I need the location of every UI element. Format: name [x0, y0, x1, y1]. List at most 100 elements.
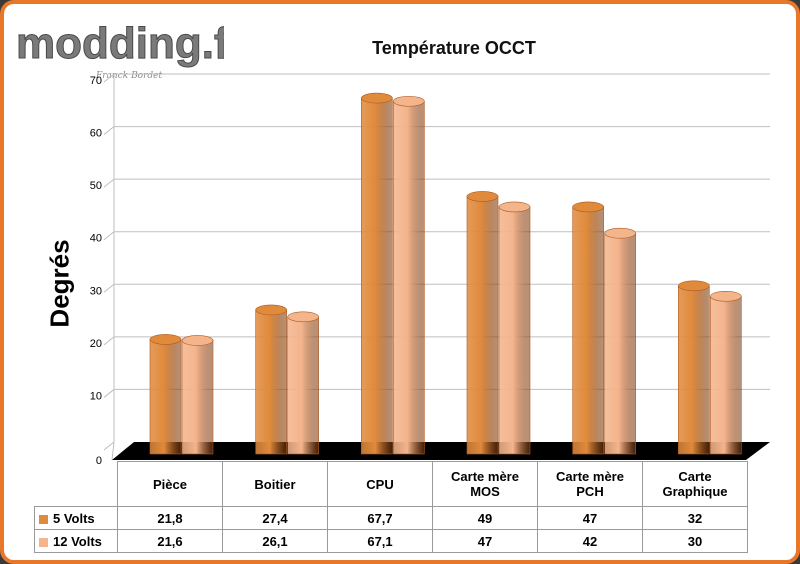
legend-swatch	[39, 537, 48, 547]
category-label: Carte mère	[556, 469, 624, 484]
bar-body	[678, 285, 710, 455]
category-label: Graphique	[662, 484, 728, 499]
bar-cap	[572, 201, 604, 213]
gridline-side	[103, 389, 115, 398]
value-cell: 30	[642, 529, 748, 553]
bar-body	[710, 295, 742, 455]
bar-cap	[678, 280, 710, 292]
legend-swatch	[39, 514, 48, 524]
gridline-side	[103, 126, 115, 135]
gridline-side	[103, 441, 115, 451]
side-wall-edge	[111, 441, 115, 461]
y-tick-label: 50	[90, 180, 102, 192]
gridline-side	[103, 283, 115, 293]
value-cell: 67,7	[327, 506, 433, 530]
bar-cap	[287, 311, 319, 323]
legend-label: 12 Volts	[53, 533, 102, 549]
bar-s1	[466, 191, 499, 455]
y-tick-label: 70	[90, 75, 102, 87]
corner-cell	[35, 462, 118, 507]
bar-body	[361, 97, 393, 455]
bar-s2	[498, 201, 531, 455]
legend-cell: 5 Volts	[34, 506, 118, 530]
y-tick-label: 10	[90, 390, 102, 402]
category-header-cell: Carte mère PCH	[537, 461, 643, 507]
value-cell: 67,1	[327, 529, 433, 553]
bar-s1	[361, 92, 393, 455]
chart-title: Température OCCT	[372, 38, 536, 58]
bar-body	[498, 206, 531, 455]
signature-text: Franck Bordet	[95, 71, 162, 81]
bar-s1	[149, 334, 182, 455]
bar-cap	[361, 92, 393, 104]
bar-body	[181, 340, 214, 455]
bar-body	[604, 232, 636, 455]
bar-body	[287, 316, 319, 455]
plot-area: 0 10 20 30 40 50 60 70	[90, 73, 770, 467]
category-label: Carte mère	[451, 469, 519, 484]
category-header-cell: Boitier	[222, 461, 328, 507]
y-tick-label: 0	[96, 455, 102, 467]
y-tick-label: 60	[90, 128, 102, 140]
category-label: MOS	[470, 484, 500, 499]
bar-body	[393, 100, 425, 455]
bar-cap	[498, 201, 531, 213]
bar-cap	[604, 227, 636, 239]
category-label: Carte	[678, 469, 712, 484]
bar-cap	[393, 95, 425, 107]
header-row: Pièce Boitier CPU Carte mère MOS Carte mère PC…	[35, 461, 748, 507]
value-cell: 42	[537, 529, 643, 553]
bar-s2	[181, 335, 214, 455]
y-tick-label: 30	[90, 285, 102, 297]
category-label: Pièce	[153, 476, 187, 492]
legend-label: 5 Volts	[53, 510, 95, 526]
category-header-cell: Carte mère MOS	[432, 461, 538, 507]
bar-cap	[181, 335, 214, 346]
data-table: Pièce Boitier CPU Carte mère MOS Carte mère PC…	[34, 461, 748, 553]
category-label: PCH	[576, 484, 604, 499]
series-row: 12 Volts 21,6 26,1 67,1 47 42 30	[34, 529, 748, 553]
value-cell: 49	[432, 506, 538, 530]
gridline-side	[103, 336, 115, 346]
bar-s1	[255, 304, 287, 455]
bar-body	[466, 196, 499, 455]
value-cell: 47	[432, 529, 538, 553]
gridline-side	[103, 178, 115, 188]
gridline-side	[103, 73, 115, 83]
gridlines	[103, 73, 770, 461]
bar-s2	[393, 95, 425, 455]
category-header-cell: Pièce	[117, 461, 223, 507]
value-cell: 21,6	[117, 529, 223, 553]
gridline-side	[103, 231, 115, 241]
bar-s2	[604, 227, 636, 455]
category-header-cell: CPU	[327, 461, 433, 507]
bar-s1	[572, 201, 604, 455]
value-cell: 47	[537, 506, 643, 530]
legend-cell: 12 Volts	[34, 529, 118, 553]
bar-cap	[255, 304, 287, 316]
value-cell: 21,8	[117, 506, 223, 530]
value-cell: 26,1	[222, 529, 328, 553]
series-row: 5 Volts 21,8 27,4 67,7 49 47 32	[34, 506, 748, 530]
logo-text: modding.fr	[16, 19, 224, 68]
value-cell: 27,4	[222, 506, 328, 530]
bar-s2	[710, 290, 742, 455]
y-tick-label: 40	[90, 233, 102, 245]
bar-cap	[149, 334, 182, 345]
category-header-cell: Carte Graphique	[642, 461, 748, 507]
bar-body	[572, 206, 604, 455]
bars	[149, 92, 742, 455]
value-cell: 32	[642, 506, 748, 530]
bar-body	[255, 309, 287, 455]
y-tick-label: 20	[90, 338, 102, 350]
category-label: CPU	[366, 476, 394, 492]
modding-logo-watermark: modding.fr Franck Bordet	[16, 19, 225, 82]
y-tick-labels: 0 10 20 30 40 50 60 70	[90, 75, 102, 467]
bar-body	[149, 339, 182, 455]
bar-cap	[466, 191, 499, 202]
bar-cap	[710, 290, 742, 302]
bar-s2	[287, 311, 319, 455]
category-label: Boitier	[254, 476, 296, 492]
bar-s1	[678, 280, 710, 455]
